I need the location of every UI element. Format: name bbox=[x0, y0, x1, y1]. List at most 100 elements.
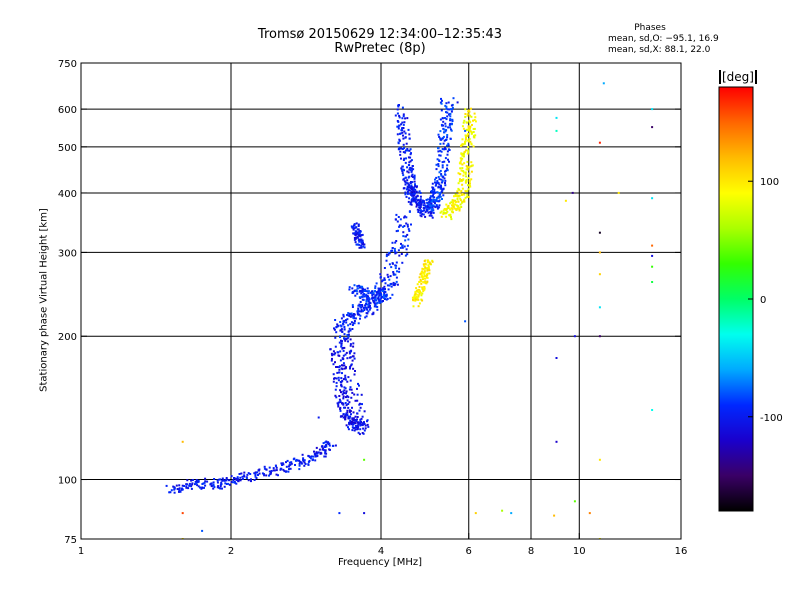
data-point bbox=[461, 201, 464, 204]
data-point bbox=[454, 193, 457, 196]
data-point bbox=[412, 168, 415, 171]
data-point bbox=[431, 260, 434, 263]
data-point bbox=[419, 195, 422, 198]
data-point bbox=[470, 131, 473, 134]
data-point bbox=[406, 166, 409, 169]
data-point bbox=[352, 342, 355, 345]
data-point bbox=[442, 194, 445, 197]
data-point bbox=[410, 152, 412, 155]
data-point bbox=[598, 306, 601, 309]
data-point bbox=[335, 366, 337, 368]
data-point bbox=[555, 440, 558, 443]
data-point bbox=[449, 213, 452, 216]
data-point bbox=[288, 461, 291, 464]
data-point bbox=[385, 298, 388, 301]
data-point bbox=[179, 490, 182, 493]
data-point bbox=[436, 207, 439, 210]
data-point bbox=[403, 187, 406, 190]
data-point bbox=[394, 114, 397, 117]
data-point bbox=[285, 470, 288, 473]
data-point bbox=[340, 391, 342, 394]
data-point bbox=[421, 277, 424, 280]
data-point bbox=[355, 290, 358, 293]
data-point bbox=[406, 225, 409, 228]
data-point bbox=[381, 290, 384, 292]
data-point bbox=[355, 226, 358, 229]
data-point bbox=[360, 306, 363, 309]
data-point bbox=[467, 188, 470, 191]
data-point bbox=[404, 254, 407, 257]
data-point bbox=[336, 366, 339, 368]
data-point bbox=[418, 302, 421, 305]
data-point bbox=[365, 315, 368, 318]
data-point bbox=[347, 415, 350, 418]
data-point bbox=[412, 200, 415, 202]
data-point bbox=[367, 295, 370, 298]
data-point bbox=[338, 512, 341, 515]
data-point bbox=[346, 318, 349, 321]
data-point bbox=[425, 275, 428, 278]
data-point bbox=[421, 270, 424, 273]
data-point bbox=[402, 174, 405, 177]
data-point bbox=[445, 208, 448, 211]
data-point bbox=[366, 420, 368, 423]
data-point bbox=[446, 169, 449, 172]
data-point bbox=[363, 512, 366, 515]
data-point bbox=[349, 386, 352, 389]
data-point bbox=[350, 363, 353, 366]
data-point bbox=[450, 216, 452, 219]
data-point bbox=[334, 352, 337, 355]
data-point bbox=[322, 447, 325, 450]
data-point bbox=[342, 354, 345, 357]
data-point bbox=[357, 313, 360, 316]
data-point bbox=[459, 197, 462, 200]
data-point bbox=[353, 357, 356, 360]
data-point bbox=[303, 464, 306, 467]
data-point bbox=[197, 480, 200, 483]
data-point bbox=[348, 409, 351, 412]
data-point bbox=[472, 128, 475, 130]
data-point bbox=[470, 115, 473, 118]
data-point bbox=[350, 413, 352, 416]
data-point bbox=[204, 480, 207, 483]
data-point bbox=[377, 298, 380, 301]
data-point bbox=[383, 278, 386, 281]
data-point bbox=[412, 176, 414, 178]
data-point bbox=[348, 286, 351, 289]
data-point bbox=[363, 293, 365, 296]
data-point bbox=[272, 469, 275, 472]
data-point bbox=[315, 451, 318, 454]
data-point bbox=[344, 376, 347, 379]
data-point bbox=[376, 291, 379, 293]
data-point bbox=[328, 444, 331, 447]
data-point bbox=[374, 285, 377, 288]
data-point bbox=[467, 151, 470, 154]
data-point bbox=[391, 241, 394, 244]
data-point bbox=[440, 178, 443, 181]
data-point bbox=[216, 479, 219, 482]
data-point bbox=[392, 273, 395, 276]
data-point bbox=[555, 116, 558, 119]
data-point bbox=[427, 203, 430, 205]
data-point bbox=[471, 124, 473, 126]
data-point bbox=[165, 484, 168, 487]
data-point bbox=[314, 453, 317, 456]
data-point bbox=[444, 117, 446, 119]
data-point bbox=[406, 117, 409, 120]
data-point bbox=[308, 460, 311, 462]
data-point bbox=[346, 414, 349, 417]
data-point bbox=[451, 122, 453, 125]
data-point bbox=[377, 297, 380, 299]
data-point bbox=[332, 363, 335, 366]
data-point bbox=[461, 167, 464, 170]
data-point bbox=[414, 293, 417, 296]
data-point bbox=[361, 415, 364, 418]
data-point bbox=[188, 484, 191, 487]
data-point bbox=[455, 200, 458, 203]
data-point bbox=[361, 233, 364, 236]
data-point bbox=[422, 281, 425, 284]
data-point bbox=[430, 190, 432, 193]
data-point bbox=[270, 470, 273, 472]
data-point bbox=[419, 206, 422, 208]
data-point bbox=[397, 229, 399, 232]
